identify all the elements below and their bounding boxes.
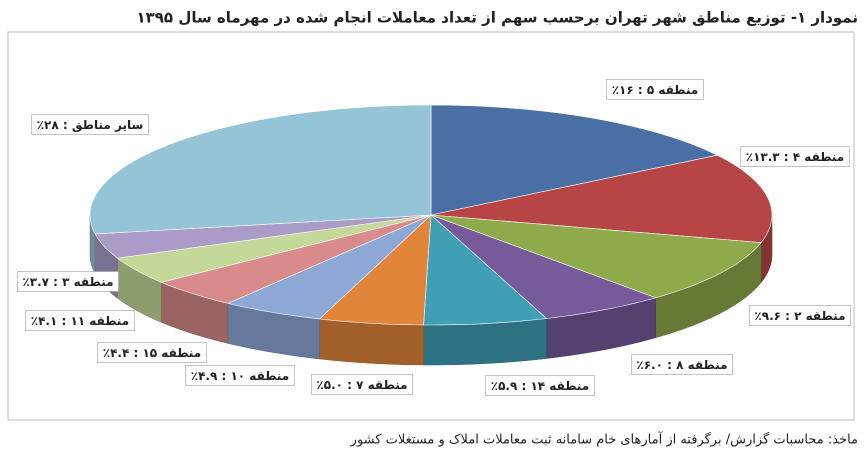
top-layer: [89, 104, 773, 326]
data-label-category: منطقه ۴: [793, 150, 844, 164]
data-label-value: ۹.۶٪: [754, 309, 781, 323]
data-label-group: منطقه ۱۱ : ۴.۱٪: [25, 310, 135, 331]
slice: [430, 214, 657, 319]
data-label-group: منطقه ۲ : ۹.۶٪: [749, 305, 851, 326]
slice-side: [423, 318, 547, 366]
data-label-separator: :: [781, 309, 794, 323]
data-label: منطقه ۳ : ۳.۷٪: [22, 275, 113, 289]
slice: [318, 214, 432, 326]
data-label: منطقه ۱۴ : ۵.۹٪: [491, 379, 589, 393]
data-label-box: [31, 114, 149, 135]
data-label: منطقه ۸ : ۶.۰٪: [636, 358, 727, 372]
data-label-separator: :: [57, 314, 70, 328]
data-label-value: ۳.۷٪: [22, 275, 49, 289]
data-label-box: [185, 365, 295, 386]
data-label-separator: :: [780, 150, 793, 164]
data-label: منطقه ۴ : ۱۳.۳٪: [746, 150, 844, 164]
data-label-category: منطقه ۸: [676, 358, 727, 372]
data-label-box: [25, 310, 135, 331]
data-label-separator: :: [217, 369, 230, 383]
data-label-value: ۵.۹٪: [491, 379, 518, 393]
data-label: منطقه ۵ : ۱۶٪: [612, 83, 699, 97]
data-label-box: [311, 374, 413, 395]
slice: [94, 214, 432, 259]
data-label-box: [485, 375, 595, 396]
data-label-value: ۱۳.۳٪: [746, 150, 781, 164]
data-label-separator: :: [49, 275, 62, 289]
data-label-separator: :: [517, 379, 530, 393]
data-label-group: منطقه ۱۴ : ۵.۹٪: [485, 375, 595, 396]
data-label-category: منطقه ۵: [647, 83, 698, 97]
slice: [430, 214, 762, 299]
data-label-separator: :: [59, 118, 72, 132]
data-label-value: ۱۶٪: [612, 83, 634, 97]
data-label-group: منطقه ۷ : ۵.۰٪: [311, 374, 413, 395]
data-label-value: ۴.۹٪: [191, 369, 218, 383]
data-label-category: سایر مناطق: [72, 118, 143, 132]
data-label-box: [631, 354, 733, 375]
data-label-separator: :: [663, 358, 676, 372]
data-label-value: ۶.۰٪: [636, 358, 663, 372]
data-label-value: ۴.۴٪: [103, 346, 130, 360]
data-label-category: منطقه ۱۴: [530, 379, 589, 393]
slice: [160, 214, 432, 304]
source-note: ماخذ: محاسبات گزارش/ برگرفته از آمارهای …: [350, 431, 858, 448]
data-label-category: منطقه ۱۱: [70, 314, 129, 328]
data-label-box: [749, 305, 851, 326]
data-label: منطقه ۱۵ : ۴.۴٪: [103, 346, 201, 360]
data-label: سایر مناطق : ۲۸٪: [37, 118, 144, 132]
data-label-value: ۵.۰٪: [316, 378, 343, 392]
data-label-separator: :: [343, 378, 356, 392]
data-label-category: منطقه ۷: [356, 378, 407, 392]
data-label-group: منطقه ۴ : ۱۳.۳٪: [740, 146, 850, 167]
data-label-group: سایر مناطق : ۲۸٪: [31, 114, 149, 135]
slice: [89, 104, 432, 235]
data-label-group: منطقه ۵ : ۱۶٪: [606, 79, 704, 100]
data-label-value: ۴.۱٪: [31, 314, 58, 328]
chart-title: نمودار ۱- توزیع مناطق شهر تهران برحسب سه…: [136, 9, 858, 27]
data-label-category: منطقه ۱۵: [142, 346, 201, 360]
slice: [430, 154, 773, 243]
data-label-box: [606, 79, 704, 100]
chart-frame: [7, 31, 855, 421]
data-label: منطقه ۲ : ۹.۶٪: [754, 309, 845, 323]
data-label-group: منطقه ۳ : ۳.۷٪: [17, 271, 119, 292]
slice: [226, 214, 432, 320]
data-label-box: [17, 271, 119, 292]
data-label-group: منطقه ۸ : ۶.۰٪: [631, 354, 733, 375]
slice-side: [319, 318, 424, 366]
data-label-category: منطقه ۱۰: [230, 369, 289, 383]
data-label: منطقه ۱۰ : ۴.۹٪: [191, 369, 289, 383]
slice: [430, 104, 719, 216]
data-label-box: [740, 146, 850, 167]
data-label-separator: :: [129, 346, 142, 360]
data-label-group: منطقه ۱۵ : ۴.۴٪: [97, 342, 207, 363]
slice: [116, 214, 432, 283]
data-label-separator: :: [634, 83, 647, 97]
data-label-group: منطقه ۱۰ : ۴.۹٪: [185, 365, 295, 386]
data-label-category: منطقه ۳: [62, 275, 113, 289]
slice: [423, 214, 548, 326]
data-label-category: منطقه ۲: [794, 309, 845, 323]
data-label-value: ۲۸٪: [37, 118, 60, 132]
data-label: منطقه ۷ : ۵.۰٪: [316, 378, 407, 392]
data-label-box: [97, 342, 207, 363]
data-label: منطقه ۱۱ : ۴.۱٪: [31, 314, 129, 328]
